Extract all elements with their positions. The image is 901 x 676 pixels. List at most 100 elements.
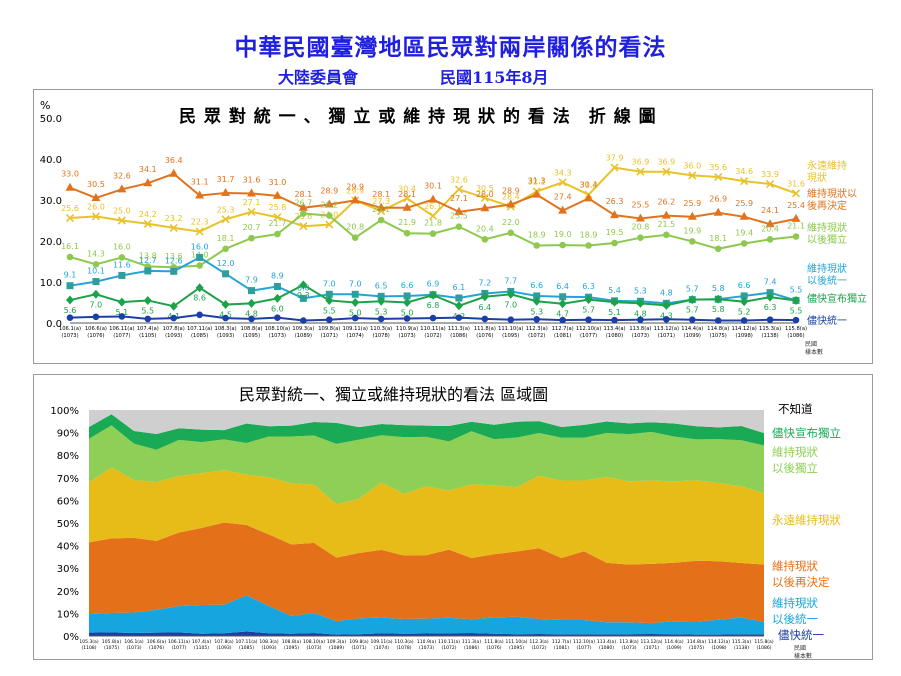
data-point	[429, 290, 437, 300]
data-point	[325, 212, 333, 219]
data-label: 14.3	[87, 249, 105, 258]
data-point	[585, 242, 592, 249]
data-point	[144, 267, 152, 275]
data-label: 7.2	[478, 278, 491, 287]
legend-label: 以後統一	[772, 612, 818, 626]
axis-note: 民國	[805, 341, 817, 348]
line-chart-panel: 民 眾 對 統 一 、 獨 立 或 維 持 現 狀 的 看 法 折 線 圖% 0.…	[33, 89, 873, 364]
legend-label: 維持現狀	[772, 559, 818, 573]
legend-label: 儘快統一	[778, 628, 824, 642]
x-tick-label: 110.9(a)	[417, 639, 436, 645]
data-label: 7.4	[764, 278, 777, 287]
x-tick-label: 115.3(a)	[759, 326, 781, 332]
data-point	[351, 290, 359, 298]
data-label: 23.5	[450, 212, 468, 221]
data-point	[273, 213, 282, 222]
data-label: 19.0	[554, 230, 572, 239]
data-point	[117, 184, 127, 193]
data-label: 25.6	[61, 204, 79, 213]
data-label: 7.0	[323, 279, 336, 288]
data-point	[350, 195, 360, 204]
data-point	[325, 316, 333, 324]
data-label: 25.8	[269, 203, 287, 212]
data-point	[351, 234, 359, 242]
x-tick-sample: (1093)	[217, 645, 232, 651]
data-label: 16.0	[191, 242, 209, 251]
data-point	[169, 168, 179, 177]
x-tick-label: 107.11(a)	[235, 639, 257, 645]
x-tick-sample: (1086)	[787, 333, 804, 339]
data-point	[118, 254, 126, 261]
data-point	[92, 313, 100, 321]
data-label: 20.4	[476, 224, 494, 233]
data-point	[740, 292, 748, 300]
data-label: 5.5	[141, 306, 154, 315]
x-tick-label: 115.8(a)	[785, 326, 807, 332]
data-label: 7.9	[245, 276, 258, 285]
chart-title: 民 眾 對 統 一 、 獨 立 或 維 持 現 狀 的 看 法 折 線 圖	[179, 106, 657, 127]
data-point	[533, 316, 541, 323]
x-tick-sample: (1085)	[191, 333, 208, 339]
x-tick-label: 107.8(a)	[163, 326, 185, 332]
legend-label: 維持現狀	[772, 445, 818, 459]
data-point	[558, 178, 567, 187]
x-tick-sample: (1076)	[476, 333, 493, 339]
x-tick-sample: (1073)	[398, 333, 415, 339]
data-point	[91, 212, 100, 221]
x-tick-label: 108.3(a)	[259, 639, 278, 645]
data-point	[170, 267, 178, 275]
x-tick-sample: (1105)	[139, 333, 156, 339]
data-point	[65, 213, 75, 223]
data-label: 28.1	[372, 190, 390, 199]
data-point	[66, 295, 74, 305]
data-label: 5.7	[686, 285, 699, 294]
data-point	[403, 298, 412, 307]
data-point	[272, 190, 282, 199]
area-chart-panel: 民眾對統一、獨立或維持現狀的看法 區域圖 0% 10% 20% 30% 40% 50% 60%…	[33, 374, 873, 660]
x-tick-sample: (1071)	[352, 645, 367, 651]
x-tick-label: 106.1(a)	[59, 326, 81, 332]
data-point	[507, 229, 515, 237]
x-tick-sample: (1077)	[577, 645, 592, 651]
x-tick-label: 112.7(a)	[552, 326, 574, 332]
data-point	[611, 239, 618, 247]
data-point	[402, 202, 412, 211]
data-point	[403, 292, 411, 300]
data-point	[714, 245, 722, 253]
data-point	[454, 185, 463, 194]
data-label: 13.8	[139, 251, 157, 260]
data-label: 9.3	[297, 291, 310, 300]
data-point	[739, 211, 749, 220]
area-series-2	[89, 522, 764, 624]
data-label: 31.0	[269, 178, 287, 187]
x-tick-label: 108.3(a)	[215, 326, 237, 332]
x-tick-label: 111.8(a)	[474, 326, 496, 332]
data-point	[196, 253, 204, 261]
x-tick-sample: (1072)	[442, 645, 457, 651]
data-point	[662, 300, 671, 310]
data-point	[637, 234, 644, 242]
data-point	[66, 314, 74, 321]
data-label: 21.1	[787, 221, 805, 230]
data-label: 26.2	[320, 201, 338, 210]
data-label: 6.3	[764, 303, 777, 312]
data-label: 4.7	[556, 310, 569, 319]
x-tick-label: 110.3(a)	[370, 326, 392, 332]
data-label: 6.6	[530, 281, 543, 290]
x-tick-sample: (1098)	[736, 333, 753, 339]
data-label: 25.0	[113, 207, 131, 216]
x-tick-sample: (1073)	[419, 645, 434, 651]
data-point	[143, 219, 152, 228]
data-point	[403, 229, 411, 237]
x-tick-sample: (1076)	[87, 333, 104, 339]
data-label: 5.4	[608, 286, 621, 295]
data-label: 6.0	[271, 304, 284, 313]
data-label: 5.3	[375, 307, 388, 316]
x-tick-label: 114.12(a)	[708, 639, 730, 645]
data-label: 19.9	[683, 226, 701, 235]
data-point	[558, 205, 568, 214]
x-tick-label: 109.3(a)	[327, 639, 346, 645]
x-tick-label: 114.8(a)	[687, 639, 706, 645]
chart-title: 民眾對統一、獨立或維持現狀的看法 區域圖	[239, 385, 548, 404]
data-label: 5.0	[349, 309, 362, 318]
